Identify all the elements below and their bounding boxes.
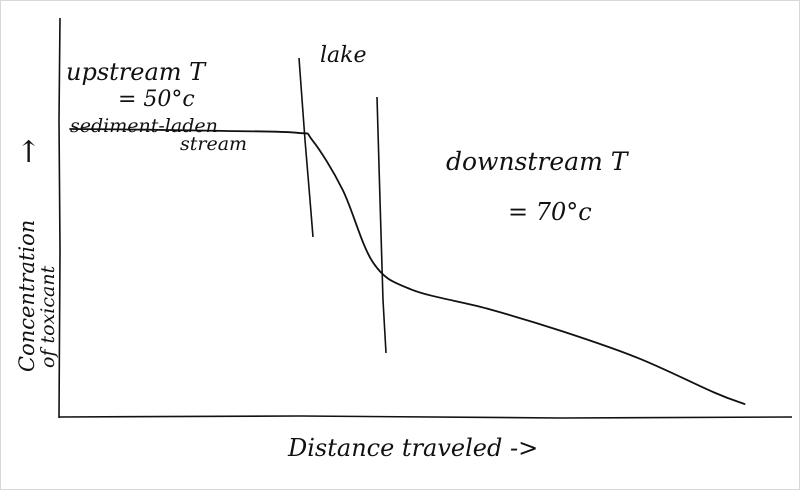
x-axis <box>58 415 793 419</box>
y-axis-label: Concentration of toxicant <box>15 220 59 372</box>
lake-label: lake <box>320 43 367 68</box>
series-line <box>69 128 746 405</box>
downstream-annotation: downstream T = 70°c <box>446 147 630 226</box>
y-axis-arrow: ↑ <box>16 135 41 170</box>
y-axis-label-line-1: Concentration <box>15 220 39 372</box>
upstream-line-4: stream <box>180 133 247 155</box>
upstream-line-3: sediment-laden <box>70 115 218 137</box>
upstream-line-2: = 50°c <box>118 87 195 112</box>
y-axis-label-line-2: of toxicant <box>37 265 59 368</box>
x-axis-label: Distance traveled -> <box>287 434 538 462</box>
y-axis <box>58 17 61 419</box>
lake-right-boundary <box>376 96 387 354</box>
downstream-line-2: = 70°c <box>508 198 592 226</box>
upstream-line-1: upstream T <box>66 58 207 86</box>
upstream-annotation: upstream T = 50°c sediment-laden stream <box>66 58 247 155</box>
lake-left-boundary <box>298 57 314 238</box>
downstream-line-1: downstream T <box>446 147 630 176</box>
